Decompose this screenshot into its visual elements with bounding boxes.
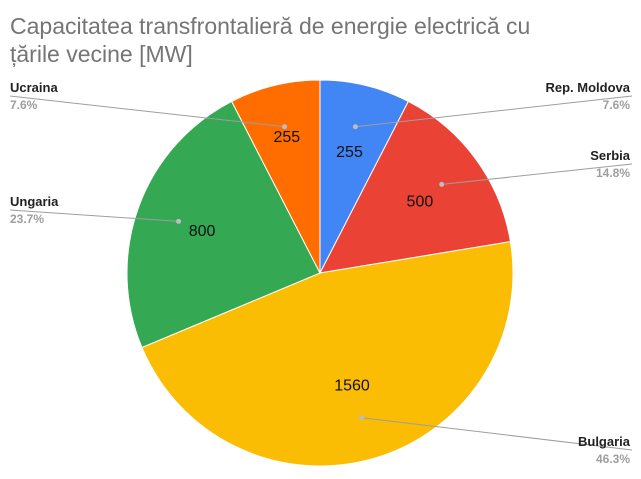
value-label-rep-moldova: 255	[336, 144, 363, 161]
slice-percent-bulgaria: 46.3%	[596, 452, 630, 466]
leader-line-bulgaria	[361, 417, 633, 451]
slice-name-ungaria: Ungaria	[10, 194, 59, 209]
pie-slice-bulgaria	[141, 241, 514, 467]
pie-slice-serbia	[319, 100, 512, 274]
leader-line-rep-moldova	[355, 95, 633, 128]
side-labels: Rep. Moldova 7.6% Serbia 14.8% Bulgaria 46.3%…	[10, 80, 631, 466]
slice-name-rep-moldova: Rep. Moldova	[545, 80, 630, 95]
slice-name-serbia: Serbia	[590, 148, 631, 163]
leader-line-ucraina	[9, 95, 285, 128]
value-label-bulgaria: 1560	[334, 377, 370, 394]
leader-lines	[9, 95, 633, 451]
pie-slice-ungaria	[126, 100, 321, 349]
slice-percent-serbia: 14.8%	[596, 166, 630, 180]
leader-dot-ucraina	[282, 124, 288, 130]
value-label-serbia: 500	[407, 193, 434, 210]
chart-title-line-2: țările vecine [MW]	[10, 41, 193, 67]
value-labels: 255 500 1560 800 255	[189, 129, 434, 394]
slice-percent-ungaria: 23.7%	[10, 212, 44, 226]
leader-dot-rep-moldova	[352, 124, 358, 130]
slice-percent-rep-moldova: 7.6%	[603, 98, 631, 112]
leader-dot-serbia	[439, 181, 445, 187]
leader-line-ungaria	[9, 209, 179, 222]
value-label-ucraina: 255	[273, 129, 300, 146]
slice-name-ucraina: Ucraina	[10, 80, 58, 95]
pie-slice-ucraina	[230, 79, 321, 274]
slice-name-bulgaria: Bulgaria	[578, 434, 631, 449]
leader-dot-ungaria	[176, 218, 182, 224]
leader-line-serbia	[441, 163, 633, 185]
pie-slices	[126, 79, 514, 467]
leader-dot-bulgaria	[359, 415, 365, 421]
slice-percent-ucraina: 7.6%	[10, 98, 38, 112]
chart-title-line-1: Capacitatea transfrontalieră de energie …	[10, 13, 530, 39]
value-label-ungaria: 800	[189, 223, 216, 240]
